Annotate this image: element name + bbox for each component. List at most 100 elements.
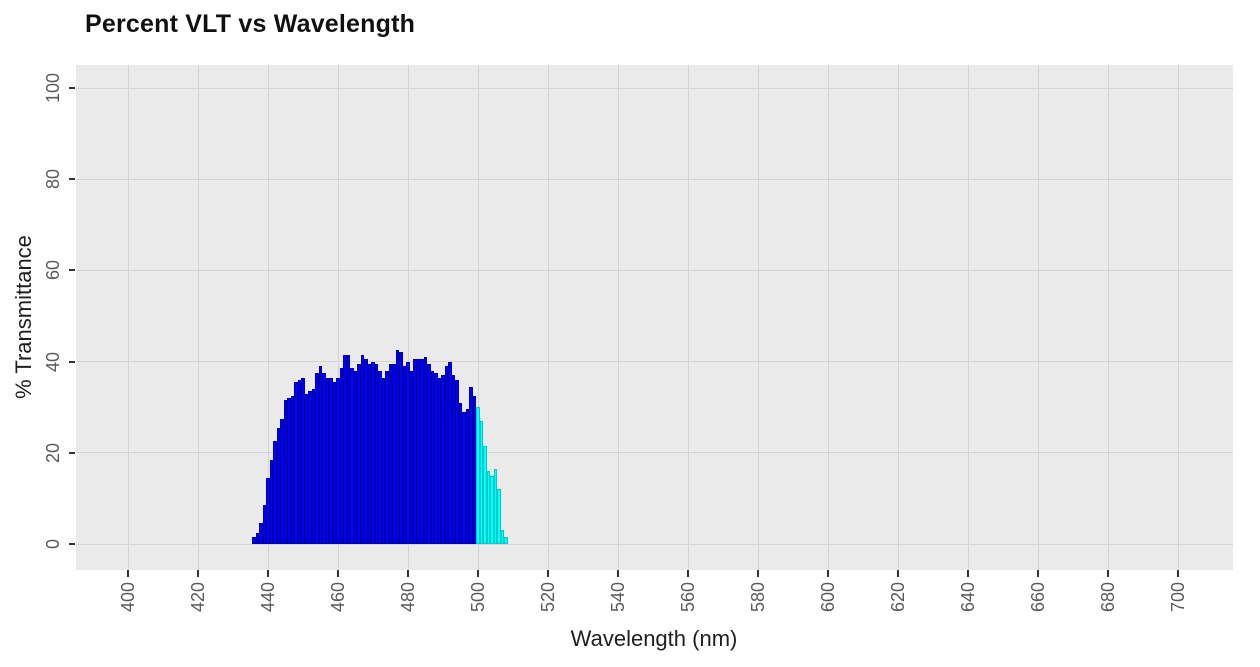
x-tick-label: 560 [678, 581, 698, 613]
x-gridline [407, 65, 409, 570]
bar-506nm [497, 489, 501, 544]
x-gridline [337, 65, 339, 570]
y-tick [69, 543, 75, 545]
bar-500nm [476, 407, 480, 544]
bar-441nm [269, 459, 274, 544]
x-gridline [827, 65, 829, 570]
x-tick-label: 600 [818, 581, 838, 613]
bar-458nm [329, 377, 333, 544]
bar-480nm [406, 361, 410, 544]
bar-476nm [392, 363, 396, 544]
bar-446nm [287, 398, 291, 544]
y-gridline [76, 361, 1233, 363]
bar-459nm [332, 382, 337, 544]
bar-478nm [399, 352, 403, 544]
y-tick-label: 80 [43, 169, 63, 190]
x-gridline [967, 65, 969, 570]
bar-450nm [301, 377, 305, 544]
x-gridline [547, 65, 549, 570]
x-tick-label: 540 [608, 581, 628, 613]
bar-482nm [413, 359, 417, 544]
bar-496nm [462, 411, 466, 544]
y-gridline [76, 269, 1233, 271]
x-gridline [897, 65, 899, 570]
bar-456nm [322, 373, 326, 544]
bar-436nm [252, 537, 256, 544]
plot-panel [76, 65, 1233, 570]
bar-442nm [273, 441, 277, 544]
bar-493nm [451, 375, 456, 544]
x-gridline [617, 65, 619, 570]
bar-453nm [311, 388, 316, 544]
bar-488nm [434, 373, 438, 544]
x-tick [547, 570, 549, 577]
x-tick [617, 570, 619, 577]
bar-454nm [315, 373, 319, 544]
bar-498nm [469, 386, 473, 544]
bar-494nm [455, 379, 459, 544]
x-gridline [687, 65, 689, 570]
y-tick-label: 40 [43, 351, 63, 372]
x-tick-label: 680 [1098, 581, 1118, 613]
x-tick [967, 570, 969, 577]
y-tick [69, 360, 75, 363]
x-axis-title: Wavelength (nm) [570, 626, 738, 651]
y-gridline [76, 178, 1233, 180]
y-tick-label: 60 [43, 260, 63, 281]
bar-471nm [374, 363, 379, 544]
y-tick [69, 87, 75, 89]
bar-490nm [441, 375, 445, 544]
bar-499nm [472, 395, 477, 544]
bar-447nm [290, 395, 295, 544]
bar-505nm [493, 468, 498, 544]
x-tick [1177, 570, 1179, 577]
bar-470nm [371, 361, 375, 544]
y-tick-label: 20 [43, 442, 63, 463]
bar-449nm [297, 379, 302, 544]
y-tick-label: 100 [43, 72, 63, 104]
y-gridline [76, 87, 1233, 89]
x-tick [127, 570, 129, 577]
y-gridline [76, 452, 1233, 454]
bar-507nm [500, 530, 505, 544]
bar-437nm [255, 532, 260, 544]
x-gridline [127, 65, 129, 570]
y-tick [69, 269, 75, 272]
x-tick [197, 570, 199, 577]
x-gridline [757, 65, 759, 570]
x-tick [407, 570, 409, 577]
bar-497nm [465, 409, 470, 544]
bar-468nm [364, 359, 368, 544]
x-tick-label: 520 [538, 581, 558, 613]
bar-502nm [483, 445, 487, 544]
bar-460nm [336, 377, 340, 544]
x-tick [897, 570, 899, 577]
bar-486nm [427, 363, 431, 544]
x-gridline [1177, 65, 1179, 570]
x-gridline [197, 65, 199, 570]
bar-503nm [486, 471, 491, 544]
bar-484nm [420, 359, 424, 544]
bar-495nm [458, 402, 463, 544]
bar-463nm [346, 354, 351, 544]
bar-489nm [437, 377, 442, 544]
bar-479nm [402, 366, 407, 544]
y-gridline [76, 543, 1233, 545]
x-tick-label: 580 [748, 581, 768, 613]
bar-474nm [385, 370, 389, 544]
bar-461nm [339, 368, 344, 544]
x-gridline [267, 65, 269, 570]
y-axis-title: % Transmittance [11, 235, 36, 399]
bar-477nm [395, 350, 400, 544]
bar-483nm [416, 359, 421, 544]
bar-439nm [262, 505, 267, 544]
x-tick-label: 500 [468, 581, 488, 613]
bar-475nm [388, 363, 393, 544]
bar-462nm [343, 354, 347, 544]
bar-487nm [430, 370, 435, 544]
x-tick [827, 570, 829, 577]
x-tick [687, 570, 689, 577]
bar-472nm [378, 370, 382, 544]
x-tick [757, 570, 759, 577]
